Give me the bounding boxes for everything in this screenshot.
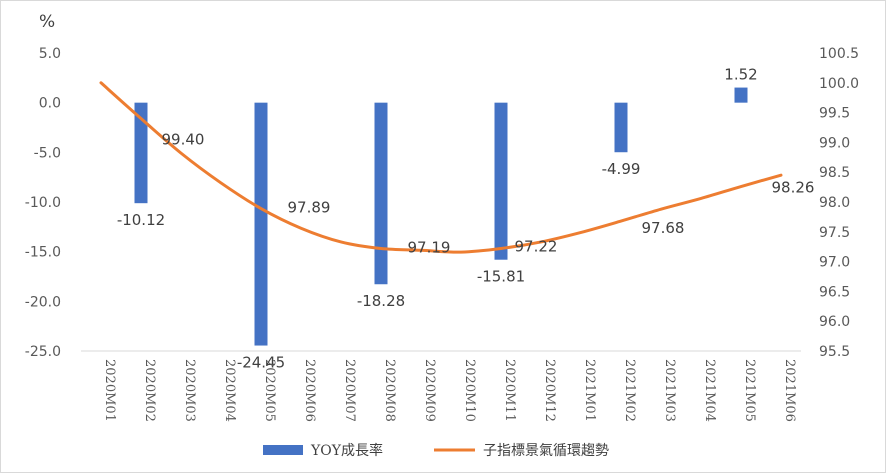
line-series — [99, 81, 783, 254]
bar-label-2020M11: -15.81 — [477, 268, 525, 286]
bar-label-2020M02: -10.12 — [117, 211, 165, 229]
x-tick-label-2020M11: 2020M11 — [502, 359, 517, 422]
y-right-tick-label: 96.5 — [819, 284, 850, 300]
y-right-tick-label: 100.0 — [819, 76, 859, 92]
x-tick-label-2020M03: 2020M03 — [182, 359, 197, 422]
x-tick-label-2021M06: 2021M06 — [782, 359, 797, 422]
y-right-tick-label: 98.5 — [819, 165, 850, 181]
bar-label-2020M05: -24.45 — [237, 354, 285, 372]
x-tick-label-2020M02: 2020M02 — [142, 359, 157, 422]
legend-swatch-bar — [263, 445, 303, 455]
bar-2021M02 — [614, 102, 628, 153]
y-right-tick-label: 100.5 — [819, 46, 859, 62]
x-tick-label-2021M02: 2021M02 — [622, 359, 637, 422]
line-label-2020M09: 97.19 — [408, 238, 451, 256]
bar-2020M11 — [494, 102, 508, 260]
y-right-tick-label: 96.0 — [819, 314, 850, 330]
bar-label-2021M02: -4.99 — [602, 160, 641, 178]
y-left-tick-label: -5.0 — [34, 145, 61, 161]
x-tick-label-2020M07: 2020M07 — [342, 359, 357, 422]
x-tick-label-2020M05: 2020M05 — [262, 359, 277, 422]
line-label-2020M02: 99.40 — [162, 131, 205, 149]
line-label-2020M05: 97.89 — [288, 199, 331, 217]
legend-label-yoy: YOY成長率 — [310, 442, 383, 459]
line-label-2021M05: 98.26 — [772, 179, 815, 197]
line-label-2021M02: 97.68 — [642, 219, 685, 237]
x-tick-label-2021M03: 2021M03 — [662, 359, 677, 422]
bar-2020M05 — [254, 102, 268, 346]
y-left-unit-label: % — [39, 12, 55, 32]
y-left-tick-label: 5.0 — [39, 46, 61, 62]
bar-label-2021M05: 1.52 — [724, 66, 757, 84]
y-right-tick-label: 95.5 — [819, 344, 850, 360]
y-right-tick-label: 97.0 — [819, 255, 850, 271]
x-tick-label-2021M05: 2021M05 — [742, 359, 757, 422]
bar-2021M05 — [734, 87, 748, 103]
x-tick-label-2020M04: 2020M04 — [222, 359, 237, 422]
x-tick-label-2021M04: 2021M04 — [702, 359, 717, 422]
line-data-labels: 99.40 97.89 97.19 97.22 97.68 98.26 — [162, 131, 815, 257]
y-right-axis: 100.5 100.0 99.5 99.0 98.5 98.0 97.5 97.0 96.5 96… — [819, 46, 859, 360]
x-tick-label-2020M09: 2020M09 — [422, 359, 437, 422]
y-right-tick-label: 97.5 — [819, 225, 850, 241]
y-right-tick-label: 98.0 — [819, 195, 850, 211]
bar-label-2020M08: -18.28 — [357, 292, 405, 310]
y-left-tick-label: -20.0 — [25, 294, 61, 310]
y-left-tick-label: -15.0 — [25, 245, 61, 261]
y-right-tick-label: 99.0 — [819, 135, 850, 151]
y-left-tick-label: -25.0 — [25, 344, 61, 360]
x-tick-label-2020M08: 2020M08 — [382, 359, 397, 422]
x-tick-label-2020M12: 2020M12 — [542, 359, 557, 422]
x-tick-label-2020M06: 2020M06 — [302, 359, 317, 422]
x-tick-label-2020M01: 2020M01 — [102, 359, 117, 422]
bar-data-labels: -10.12 -24.45 -18.28 -15.81 -4.99 1.52 — [117, 66, 758, 372]
y-left-tick-label: -10.0 — [25, 195, 61, 211]
y-left-axis: 5.0 0.0 -5.0 -10.0 -15.0 -20.0 -25.0 — [25, 46, 61, 360]
x-tick-label-2021M01: 2021M01 — [582, 359, 597, 422]
x-axis: 2020M01 2020M02 2020M03 2020M04 2020M05 2020M… — [102, 359, 797, 422]
legend: YOY成長率 子指標景氣循環趨勢 — [263, 442, 609, 459]
y-left-tick-label: 0.0 — [39, 96, 61, 112]
line-label-2020M11: 97.22 — [515, 237, 558, 255]
trend-line — [99, 81, 783, 254]
bar-2020M08 — [374, 102, 388, 285]
y-right-tick-label: 99.5 — [819, 106, 850, 122]
legend-label-trend: 子指標景氣循環趨勢 — [483, 443, 609, 459]
x-tick-label-2020M10: 2020M10 — [462, 359, 477, 422]
bar-2020M02 — [134, 102, 148, 204]
bar-series — [134, 87, 748, 346]
